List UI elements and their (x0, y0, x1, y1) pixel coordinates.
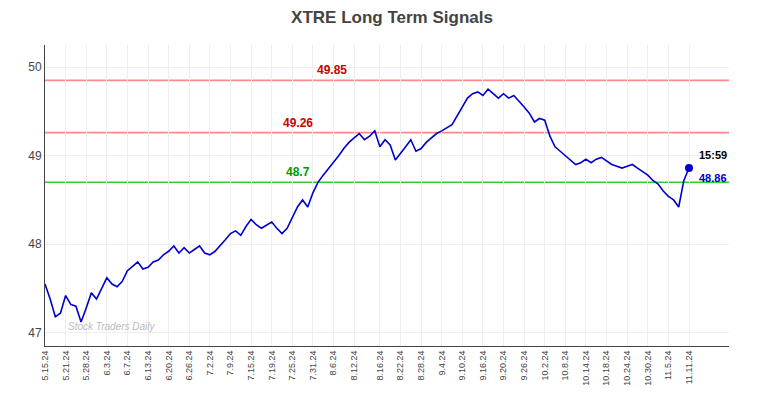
svg-text:10.18.24: 10.18.24 (601, 351, 611, 386)
svg-text:Stock Traders Daily: Stock Traders Daily (68, 321, 156, 332)
svg-text:6.26.24: 6.26.24 (184, 351, 194, 381)
svg-text:9.26.24: 9.26.24 (519, 351, 529, 381)
svg-text:49.85: 49.85 (317, 63, 347, 77)
svg-text:50: 50 (28, 60, 42, 74)
svg-text:6.13.24: 6.13.24 (143, 351, 153, 381)
svg-text:7.2.24: 7.2.24 (205, 351, 215, 376)
svg-text:10.24.24: 10.24.24 (622, 351, 632, 386)
svg-text:8.22.24: 8.22.24 (395, 351, 405, 381)
svg-text:6.7.24: 6.7.24 (122, 351, 132, 376)
svg-text:5.15.24: 5.15.24 (40, 351, 50, 381)
svg-text:9.10.24: 9.10.24 (457, 351, 467, 381)
svg-text:5.28.24: 5.28.24 (81, 351, 91, 381)
svg-text:7.19.24: 7.19.24 (267, 351, 277, 381)
svg-text:9.4.24: 9.4.24 (437, 351, 447, 376)
svg-text:7.9.24: 7.9.24 (225, 351, 235, 376)
svg-text:8.12.24: 8.12.24 (349, 351, 359, 381)
svg-text:15:59: 15:59 (699, 149, 727, 161)
svg-text:11.5.24: 11.5.24 (663, 351, 673, 380)
svg-text:7.25.24: 7.25.24 (287, 351, 297, 381)
svg-text:5.21.24: 5.21.24 (61, 351, 71, 381)
svg-text:10.2.24: 10.2.24 (540, 351, 550, 381)
svg-text:48: 48 (28, 237, 42, 251)
svg-text:10.14.24: 10.14.24 (581, 351, 591, 386)
svg-text:8.28.24: 8.28.24 (416, 351, 426, 381)
svg-text:9.20.24: 9.20.24 (498, 351, 508, 381)
svg-text:49: 49 (28, 149, 42, 163)
svg-text:7.15.24: 7.15.24 (246, 351, 256, 381)
svg-text:6.20.24: 6.20.24 (164, 351, 174, 381)
svg-text:47: 47 (28, 326, 42, 340)
svg-text:9.16.24: 9.16.24 (478, 351, 488, 381)
svg-text:10.8.24: 10.8.24 (560, 351, 570, 381)
svg-text:7.31.24: 7.31.24 (308, 351, 318, 381)
svg-text:6.3.24: 6.3.24 (102, 351, 112, 376)
svg-text:49.26: 49.26 (283, 116, 313, 130)
svg-text:XTRE Long Term Signals: XTRE Long Term Signals (291, 8, 493, 27)
svg-text:11.11.24: 11.11.24 (684, 351, 694, 385)
svg-text:8.16.24: 8.16.24 (375, 351, 385, 381)
svg-text:8.6.24: 8.6.24 (328, 351, 338, 376)
svg-text:10.30.24: 10.30.24 (643, 351, 653, 386)
svg-text:48.86: 48.86 (699, 172, 727, 184)
svg-text:48.7: 48.7 (286, 165, 310, 179)
